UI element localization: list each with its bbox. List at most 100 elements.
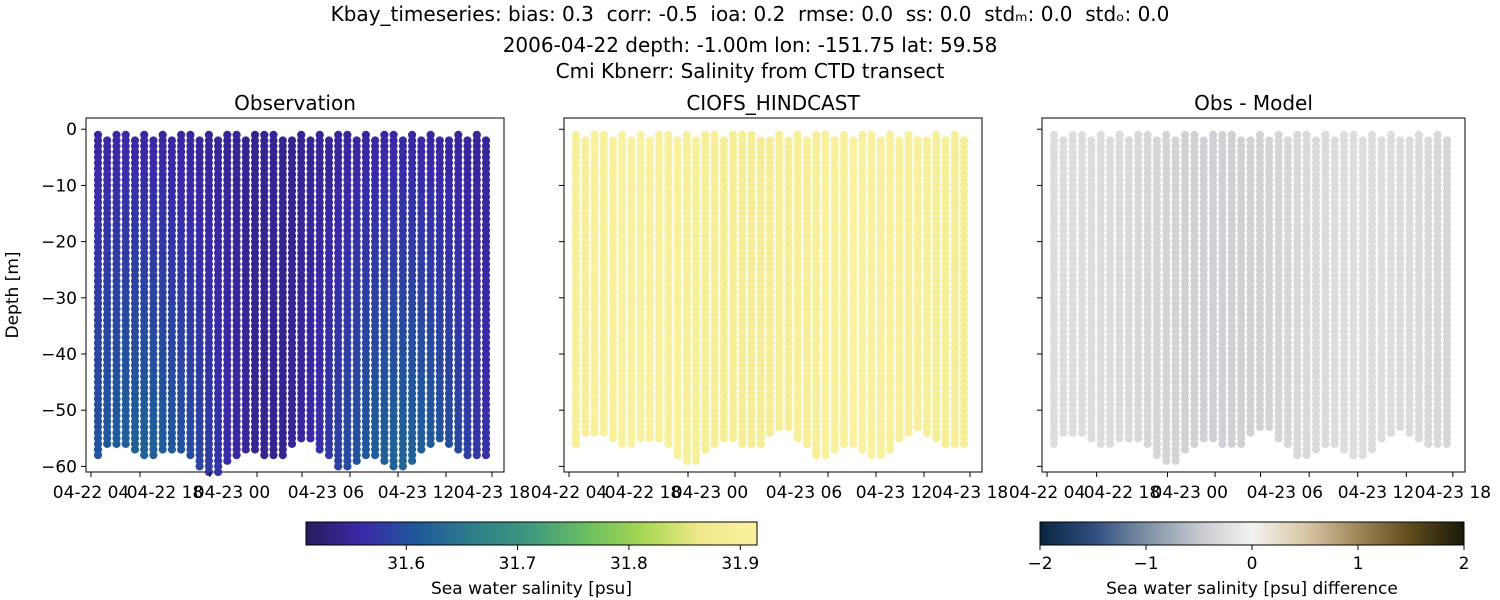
scatter-point (149, 451, 158, 460)
scatter-point (710, 439, 719, 448)
scatter-point (93, 422, 103, 432)
scatter-point (297, 271, 306, 280)
scatter-point (269, 361, 278, 370)
x-tick-label: 04-22 04 (53, 483, 129, 503)
scatter-point (204, 215, 213, 224)
scatter-point (204, 243, 213, 252)
scatter-point (278, 271, 287, 280)
panel-title: Obs - Model (1194, 91, 1313, 115)
scatter-point (121, 243, 130, 252)
scatter-point (214, 361, 223, 370)
scatter-point (636, 434, 645, 443)
scatter-point (260, 186, 269, 196)
scatter-point (121, 153, 130, 162)
scatter-point (167, 333, 176, 342)
scatter-point (719, 434, 728, 443)
scatter-point (140, 271, 149, 280)
scatter-point (784, 422, 793, 432)
scatter-point (913, 422, 922, 432)
scatter-point (214, 215, 223, 224)
scatter-point (158, 422, 167, 432)
scatter-point (130, 271, 140, 280)
scatter-point (306, 153, 315, 162)
scatter-point (121, 422, 130, 432)
scatter-point (232, 304, 241, 314)
scatter-point (232, 389, 241, 398)
x-tick-label: 04-22 18 (605, 483, 681, 503)
scatter-point (223, 422, 232, 432)
scatter-point (655, 434, 664, 443)
scatter-point (287, 422, 297, 432)
scatter-point (130, 243, 140, 252)
scatter-point (149, 361, 158, 370)
scatter-point (260, 271, 269, 280)
scatter-point (204, 361, 213, 370)
scatter-point (214, 153, 223, 162)
figure-title-line-2: 2006-04-22 depth: -1.00m lon: -151.75 la… (502, 33, 998, 57)
scatter-point (241, 271, 250, 280)
scatter-point (158, 333, 167, 342)
scatter-point (195, 389, 204, 398)
scatter-point (177, 186, 186, 196)
scatter-point (214, 467, 223, 477)
scatter-point (250, 422, 260, 432)
scatter-point (802, 439, 812, 448)
scatter-point (121, 439, 130, 448)
scatter-point (250, 389, 260, 398)
scatter-point (158, 445, 167, 454)
x-tick-label: 04-23 18 (932, 483, 1008, 503)
scatter-point (223, 186, 232, 196)
scatter-point (204, 389, 213, 398)
scatter-point (103, 304, 112, 314)
scatter-point (287, 186, 297, 196)
scatter-point (701, 445, 710, 454)
scatter-point (186, 186, 195, 196)
scatter-point (103, 439, 112, 448)
scatter-point (269, 304, 278, 314)
scatter-point (103, 271, 112, 280)
scatter-point (204, 153, 213, 162)
scatter-point (278, 304, 287, 314)
scatter-point (140, 389, 149, 398)
scatter-point (103, 215, 112, 224)
scatter-point (269, 333, 278, 342)
scatter-point (158, 215, 167, 224)
scatter-point (214, 422, 223, 432)
y-tick-label: 0 (66, 120, 77, 140)
scatter-point (287, 439, 297, 448)
scatter-point (112, 186, 121, 196)
scatter-point (204, 422, 213, 432)
scatter-point (93, 361, 103, 370)
scatter-point (287, 271, 297, 280)
scatter-point (93, 304, 103, 314)
scatter-point (241, 333, 250, 342)
scatter-point (214, 186, 223, 196)
scatter-point (260, 215, 269, 224)
scatter-point (250, 186, 260, 196)
scatter-point (140, 422, 149, 432)
scatter-point (297, 243, 306, 252)
scatter-point (571, 439, 581, 448)
scatter-point (260, 333, 269, 342)
scatter-point (269, 389, 278, 398)
scatter-point (1049, 439, 1059, 448)
scatter-point (297, 304, 306, 314)
scatter-point (167, 304, 176, 314)
x-tick-label: 04-23 00 (672, 483, 748, 503)
scatter-point (886, 445, 895, 454)
scatter-point (121, 333, 130, 342)
scatter-point (324, 451, 334, 460)
scatter-point (269, 451, 278, 460)
scatter-point (435, 434, 444, 443)
scatter-point (232, 186, 241, 196)
scatter-point (241, 389, 250, 398)
scatter-point (167, 422, 176, 432)
scatter-point (140, 451, 149, 460)
scatter-point (177, 271, 186, 280)
scatter-point (278, 389, 287, 398)
scatter-point (158, 304, 167, 314)
scatter-point (103, 153, 112, 162)
scatter-point (214, 243, 223, 252)
scatter-point (149, 422, 158, 432)
